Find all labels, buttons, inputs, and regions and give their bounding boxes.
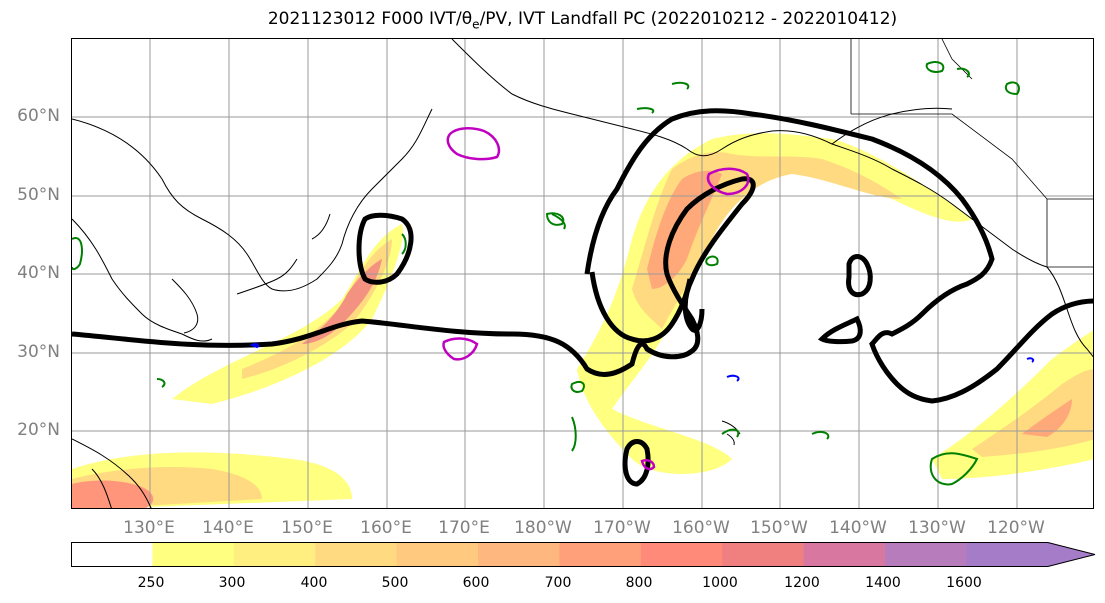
blue-contours (249, 343, 1035, 382)
theta-contours (72, 61, 1020, 486)
pv-contours (442, 127, 750, 471)
lon-label-150w: 150°W (750, 518, 808, 538)
lon-label-180w: 180°W (514, 518, 572, 538)
colorbar-tick-700: 700 (544, 575, 572, 591)
lon-label-170e: 170°E (438, 518, 490, 538)
colorbar-segment (396, 542, 479, 567)
lat-label-40n: 40°N (17, 263, 60, 283)
colorbar-segment (152, 542, 235, 567)
colorbar-svg (71, 542, 1096, 567)
colorbar-segment (315, 542, 398, 567)
colorbar-segment (640, 542, 723, 567)
pc-contours (72, 108, 1093, 487)
ivt-shading (72, 133, 1093, 508)
colorbar-tick-500: 500 (381, 575, 409, 591)
lon-label-120w: 120°W (987, 518, 1045, 538)
colorbar-segment (233, 542, 316, 567)
colorbar-tick-1600: 1600 (946, 575, 982, 591)
colorbar-tick-1400: 1400 (865, 575, 901, 591)
colorbar-tick-600: 600 (462, 575, 490, 591)
colorbar (71, 542, 1096, 567)
lat-label-20n: 20°N (17, 420, 60, 440)
colorbar-tick-1200: 1200 (784, 575, 820, 591)
colorbar-tick-400: 400 (300, 575, 328, 591)
colorbar-segment (71, 542, 153, 567)
title-theta: θ (461, 9, 473, 29)
lon-label-160e: 160°E (360, 518, 412, 538)
lon-label-140e: 140°E (202, 518, 254, 538)
colorbar-segment (803, 542, 886, 567)
lon-label-170w: 170°W (593, 518, 651, 538)
gridlines (72, 39, 1093, 508)
colorbar-tick-250: 250 (137, 575, 165, 591)
title-suffix: /PV, IVT Landfall PC (2022010212 - 20220… (479, 9, 898, 29)
title-prefix: 2021123012 F000 IVT/ (267, 9, 462, 29)
colorbar-tick-300: 300 (218, 575, 246, 591)
lon-label-160w: 160°W (672, 518, 730, 538)
colorbar-segment (722, 542, 805, 567)
colorbar-tick-1000: 1000 (702, 575, 738, 591)
map-svg (72, 39, 1093, 508)
lat-label-60n: 60°N (17, 106, 60, 126)
colorbar-segment (478, 542, 560, 567)
colorbar-segment (885, 542, 967, 567)
borders (850, 39, 1093, 268)
colorbar-segment (966, 542, 1095, 567)
lon-label-130w: 130°W (908, 518, 966, 538)
lon-label-150e: 150°E (281, 518, 333, 538)
colorbar-segment (559, 542, 642, 567)
lat-label-50n: 50°N (17, 185, 60, 205)
lon-label-140w: 140°W (829, 518, 887, 538)
map-title: 2021123012 F000 IVT/θe/PV, IVT Landfall … (0, 9, 1105, 31)
lat-label-30n: 30°N (17, 342, 60, 362)
map-panel (71, 38, 1094, 509)
colorbar-tick-800: 800 (625, 575, 653, 591)
lon-label-130e: 130°E (123, 518, 175, 538)
colorbar-outline (71, 542, 1096, 567)
title-theta-sub: e (472, 17, 480, 32)
